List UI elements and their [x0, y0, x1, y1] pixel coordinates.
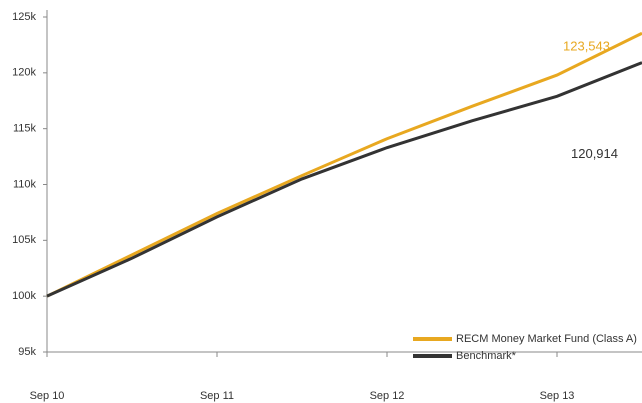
y-tick-label: 110k	[13, 178, 37, 190]
value-label: 123,543	[563, 39, 610, 54]
x-tick-label: Sep 11	[200, 390, 234, 402]
x-tick-label: Sep 12	[370, 390, 405, 402]
y-tick-label: 120k	[12, 67, 36, 79]
legend-label: RECM Money Market Fund (Class A)	[456, 333, 637, 345]
series-line	[46, 31, 642, 298]
y-tick-label: 95k	[18, 346, 36, 358]
y-tick-label: 100k	[12, 290, 36, 302]
y-tick-label: 105k	[12, 234, 36, 246]
series-line	[46, 61, 642, 298]
y-tick-label: 115k	[13, 123, 37, 135]
y-tick-label: 125k	[12, 11, 36, 23]
x-tick-label: Sep 10	[30, 390, 65, 402]
value-label: 120,914	[571, 146, 618, 161]
x-tick-label: Sep 13	[540, 390, 575, 402]
legend-label: Benchmark*	[456, 350, 517, 362]
